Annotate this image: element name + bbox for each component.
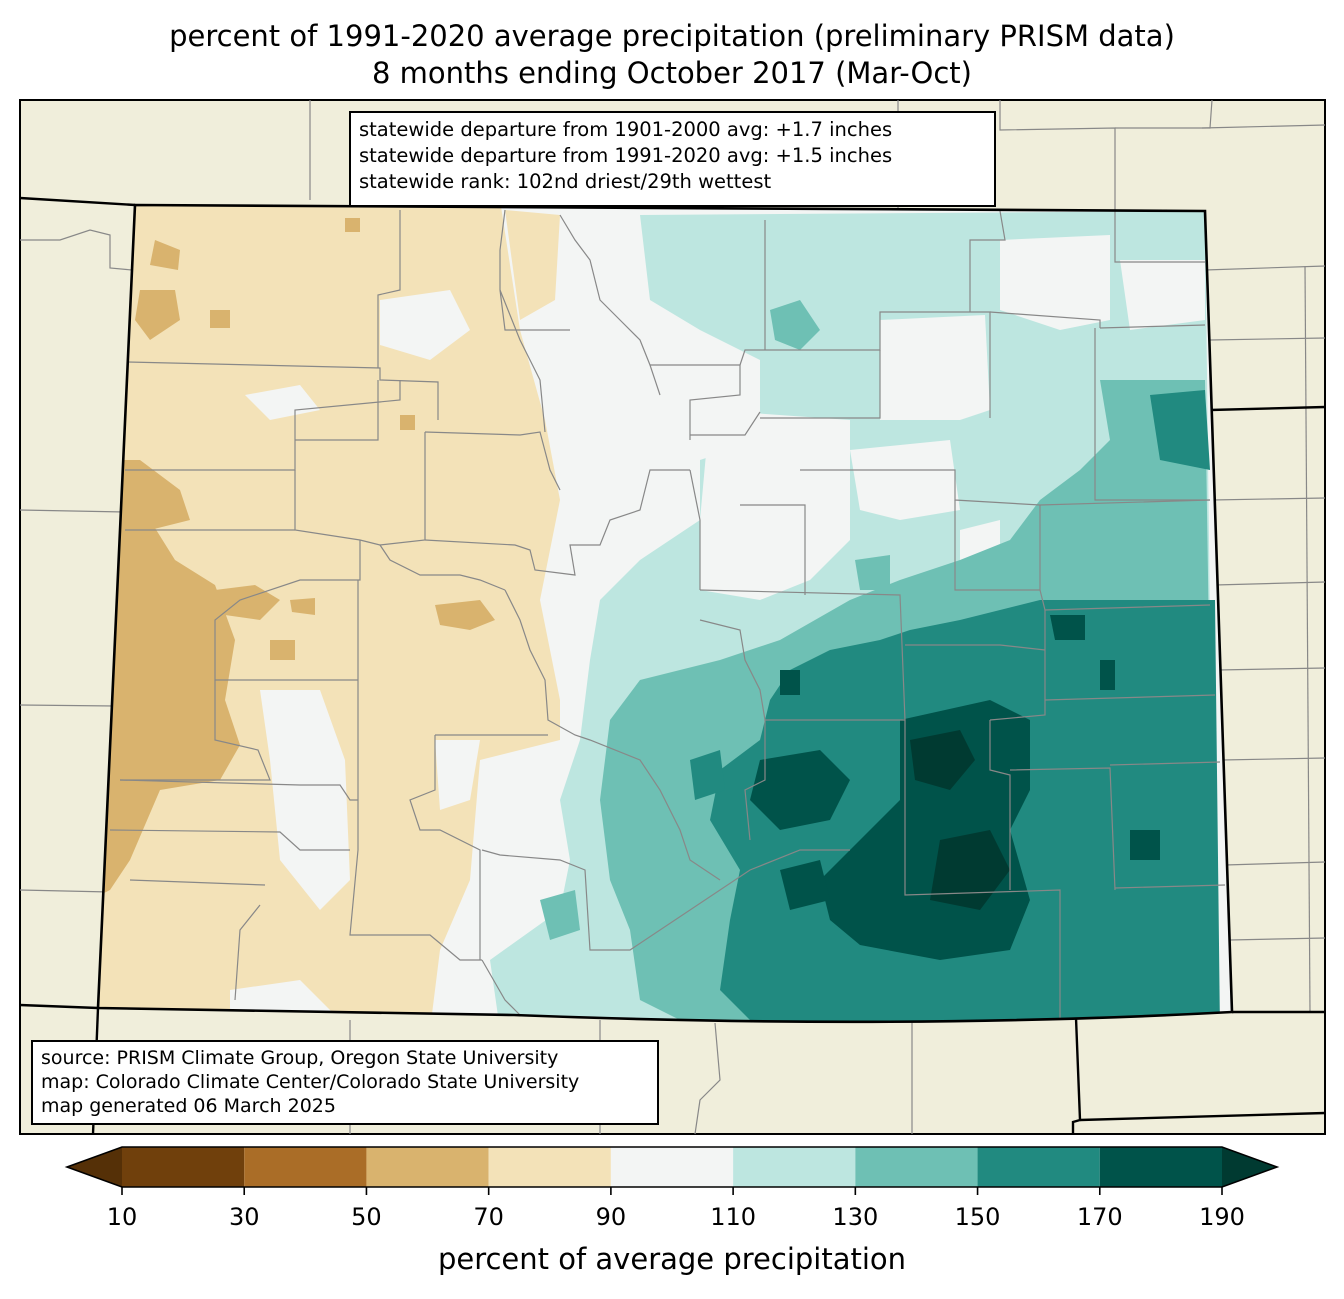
colorbar-over-arrow [1222, 1147, 1277, 1187]
colorbar-bin-50-70 [366, 1147, 489, 1187]
generated-date-line: map generated 06 March 2025 [41, 1095, 336, 1117]
source-credit-box: source: PRISM Climate Group, Oregon Stat… [31, 1040, 659, 1125]
colorbar-tick-label: 50 [351, 1203, 382, 1231]
colorbar-tick-label: 70 [473, 1203, 504, 1231]
map-subtitle: 8 months ending October 2017 (Mar-Oct) [371, 56, 972, 90]
map-title: percent of 1991-2020 average precipitati… [169, 19, 1175, 53]
colorbar-tick-label: 130 [832, 1203, 879, 1231]
precipitation-map [19, 99, 1326, 1135]
neighbor-state-lines [19, 196, 1326, 1135]
colorbar-tick-label: 90 [595, 1203, 627, 1231]
colorbar-tick-label: 190 [1199, 1203, 1245, 1231]
colorbar-under-arrow [67, 1147, 122, 1187]
colorbar-tick-label: 150 [954, 1203, 1001, 1231]
colorado-county-lines [109, 209, 1226, 1018]
colorbar-bin-70-90 [488, 1147, 611, 1187]
colorado-border [96, 203, 1234, 1024]
colorbar-tick-label: 170 [1076, 1203, 1123, 1231]
stat-rank: statewide rank: 102nd driest/29th wettes… [359, 170, 772, 193]
colorbar-bin-150-170 [977, 1147, 1100, 1187]
colorbar-bin-90-110 [610, 1147, 734, 1187]
colorbar-bin-170-190 [1099, 1147, 1222, 1187]
colorbar-tick-label: 30 [228, 1203, 260, 1231]
source-line: source: PRISM Climate Group, Oregon Stat… [41, 1047, 559, 1069]
colorbar-bin-130-150 [855, 1147, 978, 1187]
colorbar-tick-label: 10 [106, 1203, 138, 1231]
colorbar [64, 1146, 1280, 1195]
colorbar-bin-110-130 [733, 1147, 856, 1187]
colorbar-label: percent of average precipitation [437, 1242, 907, 1276]
map-credit-line: map: Colorado Climate Center/Colorado St… [41, 1071, 580, 1093]
stat-departure-1991-2020: statewide departure from 1991-2020 avg: … [359, 144, 893, 167]
colorbar-bin-30-50 [244, 1147, 367, 1187]
statewide-stats-box: statewide departure from 1901-2000 avg: … [349, 111, 996, 207]
precipitation-field [98, 205, 1232, 1022]
colorbar-tick-label: 110 [710, 1203, 757, 1231]
stat-departure-1901-2000: statewide departure from 1901-2000 avg: … [359, 118, 893, 141]
colorbar-bin-10-30 [122, 1147, 245, 1187]
